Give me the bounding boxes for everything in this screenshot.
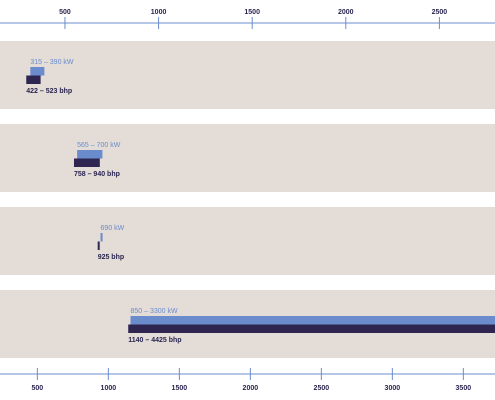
kw-range-bar <box>30 67 45 76</box>
top-axis-tick-label: 1500 <box>244 9 260 16</box>
bhp-range-bar <box>73 158 100 167</box>
row-bands <box>0 41 495 358</box>
kw-range-label: 850 – 3300 kW <box>130 308 177 315</box>
top-axis-tick-label: 500 <box>59 9 71 16</box>
bhp-range-label: 422 – 523 bhp <box>26 88 72 95</box>
top-axis-kw: 500 1000 1500 2000 2500 <box>0 9 495 29</box>
top-axis-tick-label: 2000 <box>338 9 354 16</box>
kw-range-label: 315 – 390 kW <box>30 59 74 66</box>
bottom-axis-tick-label: 2500 <box>314 385 330 392</box>
row-band <box>0 124 495 192</box>
top-axis-tick-label: 1000 <box>151 9 167 16</box>
bottom-axis-tick-label: 2000 <box>243 385 259 392</box>
kw-range-bar <box>130 316 495 325</box>
bhp-range-label: 758 – 940 bhp <box>74 171 120 178</box>
kw-range-bar <box>77 150 103 159</box>
bottom-axis-tick-label: 3000 <box>385 385 401 392</box>
row-band <box>0 41 495 109</box>
bhp-range-label: 925 bhp <box>98 254 124 261</box>
bottom-axis-tick-label: 1000 <box>101 385 117 392</box>
bottom-axis-bhp: 500 1000 1500 2000 2500 3000 3500 <box>0 368 495 392</box>
kw-range-label: 690 kW <box>101 225 125 232</box>
bhp-range-bar <box>97 241 100 250</box>
bottom-axis-tick-label: 500 <box>32 385 44 392</box>
bhp-range-bar <box>128 324 495 333</box>
range-bars <box>26 67 495 333</box>
bhp-range-bar <box>26 75 41 84</box>
bottom-axis-tick-label: 3500 <box>456 385 472 392</box>
bottom-axis-tick-label: 1500 <box>172 385 188 392</box>
top-axis-tick-label: 2500 <box>432 9 448 16</box>
kw-range-label: 565 – 700 kW <box>77 142 121 149</box>
bhp-range-label: 1140 – 4425 bhp <box>128 337 181 344</box>
kw-range-bar <box>100 233 103 242</box>
range-labels: 315 – 390 kW 422 – 523 bhp 565 – 700 kW 758… <box>26 59 181 344</box>
row-band <box>0 207 495 275</box>
